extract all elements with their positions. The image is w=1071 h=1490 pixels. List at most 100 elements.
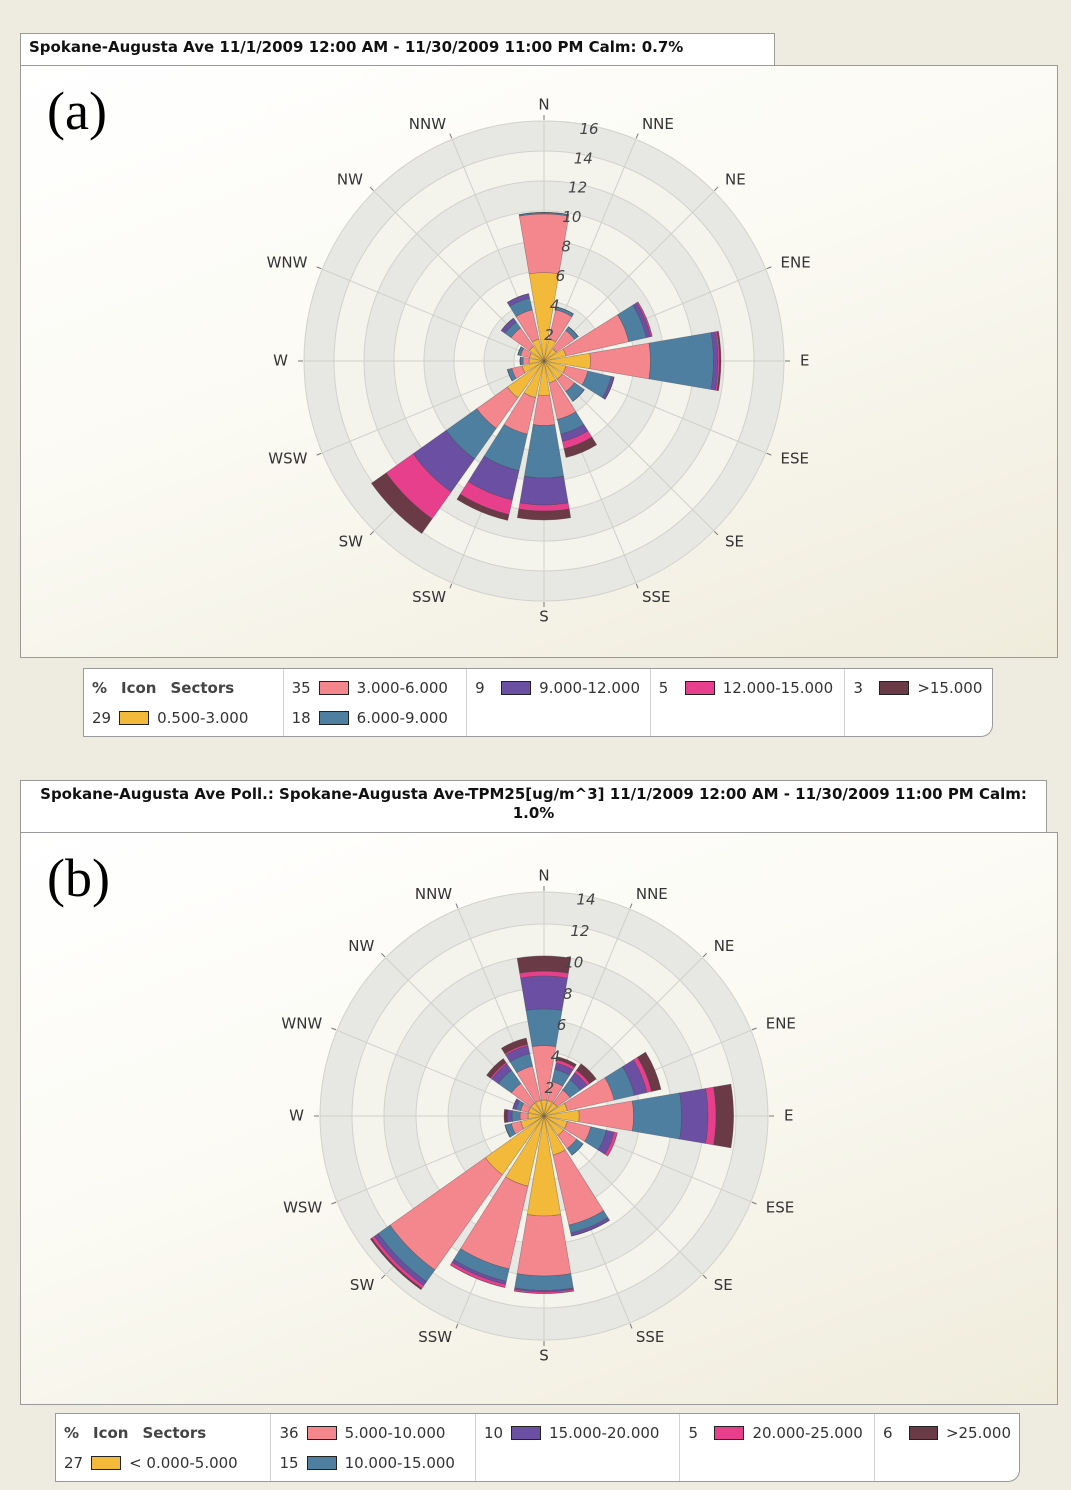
wedge-segment: [566, 1138, 584, 1156]
wedge-segment: [543, 348, 557, 362]
wedge-segment: [547, 1081, 564, 1103]
legend-swatch: [909, 1426, 938, 1440]
radial-tick-label: 4: [551, 1048, 561, 1066]
legend-row: 5 20.000-25.000: [688, 1418, 866, 1448]
panel-label: (b): [47, 848, 110, 908]
direction-tick: [331, 1201, 337, 1205]
wedge-segment: [507, 367, 517, 382]
plot-area: (b) 2 4 6 8 10 12 14 N NNE NE ENE E ESE SE SSE S SSW SW WSW…: [20, 832, 1058, 1405]
wedge-segment: [563, 1120, 592, 1142]
wedge-segment: [506, 293, 531, 307]
wedge-segment: [543, 1109, 580, 1123]
radial-tick-label: 12: [570, 922, 589, 940]
legend-percent: 35: [291, 679, 311, 697]
legend-column: 10 15.000-20.000: [474, 1414, 680, 1481]
wedge-segment: [519, 970, 569, 979]
plot-area: (a) 2 4 6 8 10 12 14 16 N NNE NE ENE E ESE SE SSE S SSW SW W…: [20, 65, 1058, 658]
legend-percent: 10: [483, 1424, 504, 1442]
direction-tick: [455, 903, 459, 909]
wedge-segment: [518, 502, 570, 512]
direction-tick: [455, 1323, 459, 1329]
legend-column: 9 9.000-12.000: [466, 669, 650, 736]
radial-tick-label: 14: [574, 149, 593, 167]
legend-name: >15.000: [917, 679, 983, 697]
legend-percent: 5: [658, 679, 669, 697]
wedge-segment: [507, 369, 513, 382]
legend-swatch: [119, 711, 150, 725]
direction-tick: [316, 266, 322, 270]
direction-label: SSW: [418, 1328, 452, 1346]
wedge-segment: [581, 370, 612, 399]
direction-label: ENE: [781, 254, 811, 272]
wedge-segment: [506, 1109, 513, 1123]
wedge-segment: [520, 1115, 545, 1130]
direction-label: W: [289, 1107, 304, 1125]
wedge-segment: [617, 304, 647, 343]
direction-tick: [702, 953, 707, 958]
direction-tick: [381, 1274, 386, 1279]
legend-row: 27 < 0.000-5.000: [64, 1448, 262, 1478]
wedge-segment: [604, 1066, 635, 1101]
legend-header: %: [64, 1424, 80, 1442]
wedge-segment: [520, 1102, 531, 1113]
wedge-segment: [369, 1237, 423, 1291]
wedge-segment: [504, 1124, 511, 1138]
wedge-segment: [632, 302, 652, 339]
wedge-segment: [527, 1112, 545, 1120]
legend-swatch: [511, 1426, 542, 1440]
direction-tick: [449, 133, 453, 139]
legend-percent: 18: [291, 709, 311, 727]
wedge-segment: [604, 1131, 618, 1157]
wedge-segment: [517, 346, 525, 357]
radial-tick-label: 12: [568, 179, 587, 197]
spoke: [322, 268, 545, 362]
wedge-segment: [514, 1290, 574, 1294]
wedge-segment: [570, 1217, 611, 1237]
wedge-segment: [516, 1065, 541, 1103]
legend-row: 15 10.000-15.000: [279, 1448, 467, 1478]
legend-header: Sectors: [170, 679, 235, 697]
direction-tick: [751, 1027, 757, 1031]
direction-tick: [369, 186, 374, 191]
radial-tick-label: 16: [579, 120, 598, 138]
wedge-segment: [556, 306, 574, 315]
radial-tick-label: 6: [557, 1016, 567, 1034]
wedge-segment: [528, 272, 560, 362]
wedge-segment: [520, 975, 568, 1011]
direction-label: ENE: [766, 1015, 796, 1033]
legend-name: 20.000-25.000: [752, 1424, 863, 1442]
wedge-segment: [565, 382, 585, 402]
wedge-segment: [511, 1110, 521, 1122]
legend-column: 36 5.000-10.000 15 10.000-15.000: [270, 1414, 475, 1481]
direction-tick: [714, 531, 719, 536]
legend-name: 0.500-3.000: [157, 709, 249, 727]
wedge-segment: [504, 321, 522, 339]
direction-label: E: [800, 352, 809, 370]
legend-name: 9.000-12.000: [539, 679, 640, 697]
wedge-segment: [518, 212, 570, 217]
wedge-segment: [371, 472, 433, 534]
wedge-segment: [548, 379, 577, 420]
legend-row: % Icon Sectors: [64, 1418, 262, 1448]
legend-header: %: [92, 679, 108, 697]
legend-row: 10 15.000-20.000: [484, 1418, 672, 1448]
wedge-segment: [520, 347, 532, 359]
wedge-segment: [563, 1077, 615, 1112]
wedge-segment: [510, 1120, 525, 1135]
direction-label: NNE: [642, 115, 674, 133]
wedge-segment: [509, 297, 533, 317]
legend-swatch: [318, 681, 349, 695]
radial-tick-label: 2: [545, 1079, 555, 1097]
wedge-segment: [511, 365, 526, 379]
wedge-segment: [537, 360, 551, 396]
wedge-segment: [575, 1063, 597, 1085]
direction-tick: [714, 186, 719, 191]
direction-label: ESE: [766, 1198, 794, 1216]
legend-name: 5.000-10.000: [344, 1424, 446, 1442]
wedge-segment: [572, 389, 585, 402]
wedge-segment: [504, 1124, 511, 1138]
wedge-segment: [568, 326, 579, 337]
wedge-segment: [503, 1108, 509, 1124]
legend-column: 35 3.000-6.000 18 6.000-9.000: [282, 669, 467, 736]
direction-label: WSW: [268, 449, 307, 467]
